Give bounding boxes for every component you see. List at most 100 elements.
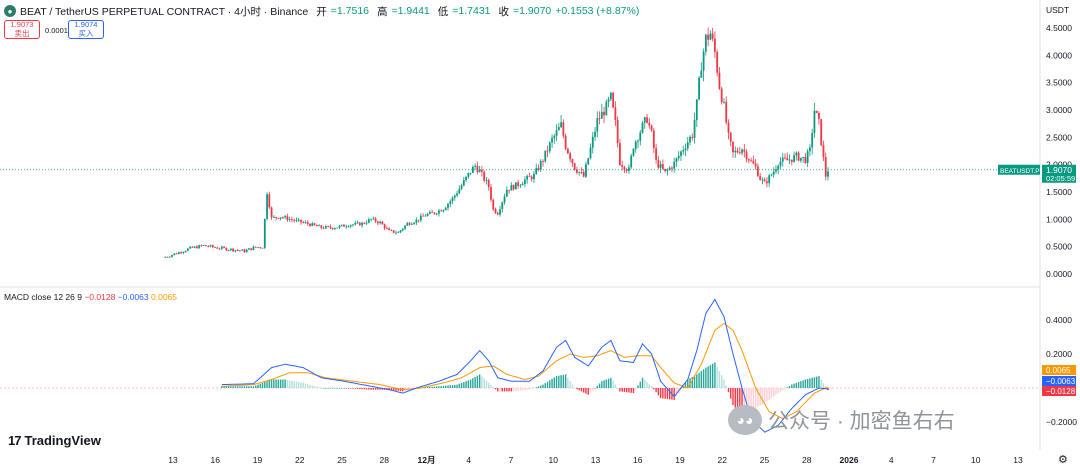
candle-body: [505, 189, 508, 197]
settings-gear-icon[interactable]: ⚙: [1058, 454, 1068, 466]
macd-hist-bar: [698, 372, 700, 388]
candle-body: [494, 209, 497, 213]
time-tick-label: 25: [760, 455, 770, 465]
candle-body: [324, 226, 327, 229]
macd-hist-bar: [750, 388, 752, 411]
candle-body: [270, 207, 273, 218]
candle-body: [186, 248, 189, 251]
buy-button[interactable]: 1.9074 买入: [68, 20, 104, 39]
macd-hist-bar: [578, 388, 580, 391]
candle-body: [761, 179, 764, 181]
time-tick-label: 4: [466, 455, 471, 465]
macd-hist-bar: [279, 379, 282, 388]
macd-hist-bar: [361, 388, 363, 390]
candle-body: [569, 153, 572, 160]
macd-hist-bar: [347, 388, 350, 389]
candle-body: [616, 120, 619, 144]
candle-body: [252, 246, 255, 250]
macd-hist-bar: [445, 385, 447, 388]
macd-hist-bar: [802, 380, 804, 388]
macd-hist-bar: [727, 388, 730, 393]
candle-body: [521, 183, 524, 186]
macd-hist-bar: [757, 388, 759, 407]
macd-hist-bar: [454, 384, 456, 388]
candle-body: [370, 219, 372, 220]
macd-hist-bar: [587, 388, 589, 395]
macd-hist-bar: [300, 382, 302, 388]
candle-body: [566, 148, 569, 154]
candle-body: [376, 221, 379, 224]
macd-hist-bar: [223, 386, 225, 388]
macd-legend[interactable]: MACD close 12 26 9 −0.0128 −0.0063 0.006…: [4, 292, 177, 302]
candle-body: [177, 252, 180, 255]
signal-line: [221, 322, 829, 420]
candle-body: [603, 111, 605, 116]
candle-body: [806, 151, 809, 163]
price-tick-label: 3.5000: [1046, 78, 1072, 88]
macd-hist-bar: [707, 366, 709, 388]
macd-hist-bar: [766, 388, 768, 402]
currency-selector[interactable]: USDT: [1046, 5, 1070, 15]
candle-body: [714, 38, 716, 52]
macd-hist-bar: [696, 374, 698, 388]
candle-body: [279, 217, 282, 219]
candle-body: [704, 34, 707, 52]
macd-hist-bar: [329, 388, 332, 389]
candle-body: [191, 246, 194, 248]
candle-body: [173, 253, 176, 255]
candle-body: [196, 246, 198, 249]
macd-hist-bar: [379, 388, 381, 390]
candle-body: [512, 185, 515, 190]
candle-body: [171, 254, 173, 257]
candle-body: [732, 141, 734, 153]
candle-body: [822, 145, 825, 158]
candle-body: [546, 150, 549, 152]
candle-body: [677, 155, 680, 159]
candle-body: [444, 207, 447, 211]
candle-body: [648, 122, 651, 126]
macd-hist-bar: [625, 388, 628, 393]
candle-body: [528, 175, 531, 177]
candle-body: [600, 111, 603, 119]
candle-body: [686, 142, 689, 149]
macd-hist-bar: [438, 386, 440, 388]
macd-hist-bar: [494, 388, 497, 390]
macd-legend-macd: −0.0063: [117, 292, 149, 302]
macd-hist-bar: [616, 388, 619, 389]
macd-value-tag-label: 0.0065: [1046, 366, 1071, 375]
macd-hist-bar: [630, 388, 632, 393]
candle-body: [560, 122, 562, 128]
sell-button[interactable]: 1.9073 卖出: [4, 20, 40, 39]
time-tick-label: 16: [211, 455, 221, 465]
candle-body: [239, 250, 241, 252]
macd-hist-bar: [526, 388, 528, 390]
time-tick-label: 10: [549, 455, 559, 465]
candle-body: [372, 218, 375, 220]
symbol-tag: [998, 164, 1040, 175]
candle-body: [408, 223, 411, 225]
candle-body: [499, 209, 501, 215]
candle-body: [700, 70, 703, 78]
candle-body: [225, 247, 228, 251]
candle-body: [564, 135, 567, 149]
macd-hist-bar: [474, 376, 476, 388]
candle-body: [460, 185, 463, 189]
time-tick-label: 13: [168, 455, 178, 465]
candle-body: [297, 219, 300, 221]
candle-body: [625, 169, 628, 171]
tradingview-logo[interactable]: 17 TradingView: [8, 433, 101, 448]
candle-body: [503, 196, 506, 203]
candle-body: [501, 202, 504, 210]
macd-hist-bar: [702, 369, 705, 388]
macd-hist-bar: [825, 386, 827, 388]
high-value: =1.9441: [391, 5, 430, 17]
macd-hist-bar: [243, 386, 246, 388]
macd-hist-bar: [793, 383, 795, 388]
macd-hist-bar: [804, 379, 807, 388]
candle-body: [621, 165, 624, 167]
macd-hist-bar: [363, 388, 366, 390]
macd-hist-bar: [811, 377, 813, 388]
symbol-title[interactable]: BEAT / TetherUS PERPETUAL CONTRACT · 4小时…: [20, 5, 309, 18]
macd-hist-bar: [501, 388, 503, 392]
